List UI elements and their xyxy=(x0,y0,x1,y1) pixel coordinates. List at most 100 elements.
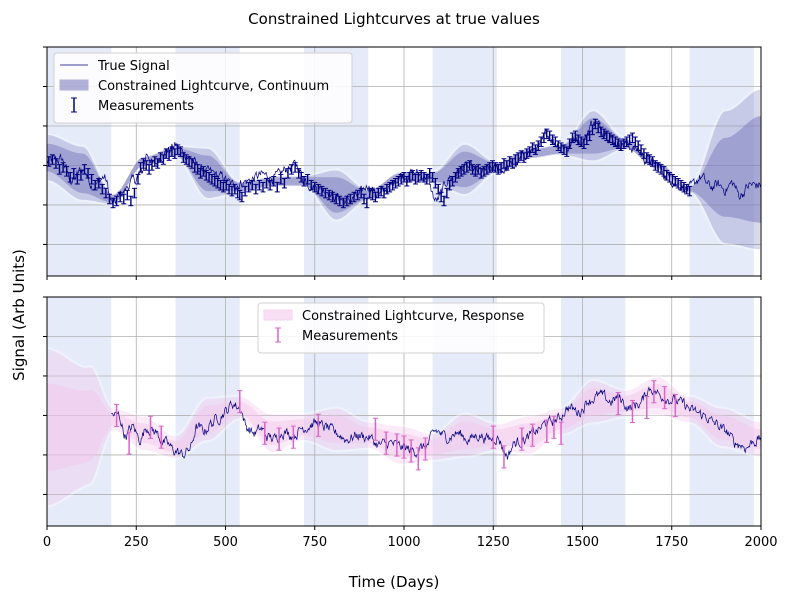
measurement-124 xyxy=(438,191,444,203)
measurement-200 xyxy=(655,162,661,173)
measurement-188 xyxy=(621,138,627,149)
measurement-100 xyxy=(370,189,376,201)
measurement-12 xyxy=(401,435,407,459)
measurement-12 xyxy=(89,174,95,185)
measurement-182 xyxy=(604,130,610,142)
legend-band-swatch xyxy=(59,79,89,91)
measurement-159 xyxy=(538,136,544,147)
measurement-127 xyxy=(447,179,453,191)
measurement-48 xyxy=(200,166,206,177)
measurement-1 xyxy=(126,431,132,455)
x-tick-label-4: 1000 xyxy=(387,535,420,550)
season-band-4 xyxy=(561,47,626,276)
measurement-38 xyxy=(172,148,178,159)
measurement-46 xyxy=(195,164,201,175)
measurement-99 xyxy=(367,187,373,199)
measurement-195 xyxy=(641,148,647,159)
measurement-210 xyxy=(684,183,690,195)
measurement-69 xyxy=(264,177,270,189)
measurement-170 xyxy=(570,132,576,144)
measurement-16 xyxy=(103,187,109,199)
measurement-126 xyxy=(444,187,450,199)
measurement-26 xyxy=(138,162,144,173)
x-tick-label-5: 1250 xyxy=(477,535,510,550)
measurement-19 xyxy=(530,423,536,447)
measurement-62 xyxy=(239,191,245,203)
measurement-148 xyxy=(507,156,513,167)
measurement-123 xyxy=(435,183,441,195)
measurement-165 xyxy=(555,140,561,151)
measurement-101 xyxy=(372,191,378,203)
measurement-103 xyxy=(378,185,384,197)
measurement-21 xyxy=(121,193,127,205)
measurement-45 xyxy=(192,162,198,173)
measurement-5 xyxy=(64,166,70,177)
legend-label: Constrained Lightcurve, Continuum xyxy=(98,79,329,94)
band-inner xyxy=(47,383,761,471)
measurement-149 xyxy=(510,158,516,169)
measurement-5 xyxy=(262,421,268,445)
measurement-17 xyxy=(501,445,507,469)
measurement-186 xyxy=(615,138,621,149)
measurement-191 xyxy=(629,132,635,144)
measurement-151 xyxy=(515,152,521,163)
measurement-178 xyxy=(592,118,598,130)
measurement-150 xyxy=(512,154,518,165)
measurement-179 xyxy=(595,122,601,134)
measurement-157 xyxy=(532,144,538,155)
measurement-89 xyxy=(333,193,339,205)
measurement-3 xyxy=(158,425,164,449)
x-tick-label-1: 250 xyxy=(124,535,149,550)
measurement-17 xyxy=(106,193,112,205)
measurement-185 xyxy=(612,136,618,147)
measurement-136 xyxy=(472,166,478,177)
measurement-85 xyxy=(319,185,325,197)
measurement-153 xyxy=(521,152,527,163)
x-tick-label-6: 1500 xyxy=(566,535,599,550)
measurement-209 xyxy=(681,181,687,193)
measurement-147 xyxy=(504,160,510,171)
measurement-161 xyxy=(544,128,550,140)
measurement-202 xyxy=(661,166,667,177)
measurement-20 xyxy=(544,419,550,443)
measurement-128 xyxy=(450,176,456,187)
legend-entry-1: Measurements xyxy=(275,327,398,344)
measurement-56 xyxy=(223,179,229,191)
measurement-199 xyxy=(652,160,658,171)
measurement-10 xyxy=(81,164,87,175)
measurement-187 xyxy=(618,140,624,151)
measurement-42 xyxy=(183,154,189,165)
measurement-129 xyxy=(452,172,458,183)
measurement-14 xyxy=(415,447,421,471)
measurement-172 xyxy=(575,134,581,146)
chart-title: Constrained Lightcurves at true values xyxy=(248,10,540,28)
measurement-197 xyxy=(647,154,653,165)
legend-entry-0: Constrained Lightcurve, Response xyxy=(263,309,524,324)
measurement-37 xyxy=(169,146,175,157)
measurement-59 xyxy=(232,183,238,195)
season-band-0 xyxy=(47,297,112,526)
measurement-168 xyxy=(564,146,570,157)
measurement-177 xyxy=(589,124,595,136)
measurement-29 xyxy=(146,164,152,175)
measurement-2 xyxy=(53,158,59,169)
measurement-0 xyxy=(114,403,120,428)
response-panel: 0 250 500 750 1000 1250 1500 1750 2000 Constraine… xyxy=(43,296,778,550)
measurement-87 xyxy=(326,189,332,201)
measurement-26 xyxy=(651,380,657,404)
measurement-72 xyxy=(274,181,280,193)
measurement-63 xyxy=(242,185,248,197)
measurement-23 xyxy=(128,195,134,207)
measurement-175 xyxy=(584,134,590,146)
measurement-27 xyxy=(662,386,668,410)
measurement-77 xyxy=(292,162,298,173)
measurement-208 xyxy=(678,179,684,191)
measurement-4 xyxy=(60,162,66,173)
measurement-152 xyxy=(518,150,524,161)
season-band-4 xyxy=(561,297,626,526)
measurement-108 xyxy=(392,177,398,189)
measurement-190 xyxy=(627,134,633,146)
measurement-83 xyxy=(312,181,318,193)
legend-label: True Signal xyxy=(97,59,170,74)
y-axis-label: Signal (Arb Units) xyxy=(10,249,28,381)
